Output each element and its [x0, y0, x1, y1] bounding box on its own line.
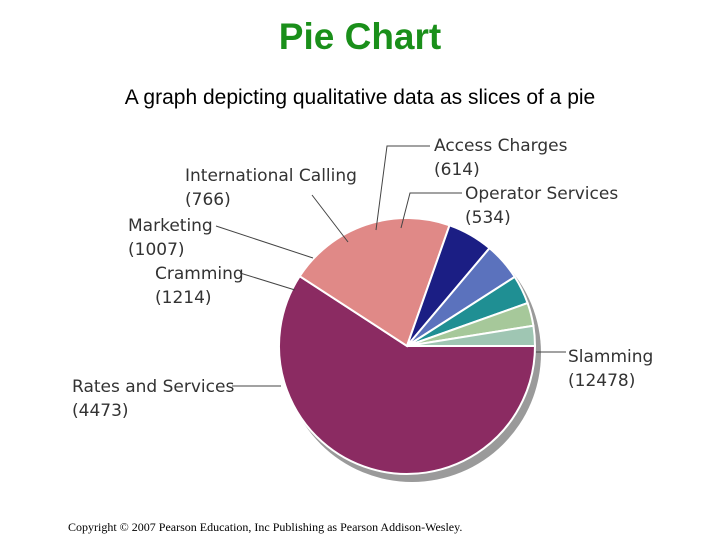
slice-value-slamming: (12478) [568, 371, 635, 391]
slice-label-access-charges: Access Charges [434, 136, 568, 156]
leader-line-access-charges [375, 145, 430, 231]
slice-label-slamming: Slamming [568, 347, 653, 367]
copyright-notice: Copyright © 2007 Pearson Education, Inc … [68, 520, 463, 534]
pie-slice-rates-and-services [298, 217, 451, 348]
slice-value-cramming: (1214) [155, 288, 212, 308]
slice-value-marketing: (1007) [128, 240, 185, 260]
slice-value-rates-and-services: (4473) [72, 401, 129, 421]
page-subtitle: A graph depicting qualitative data as sl… [124, 86, 596, 109]
slice-label-rates-and-services: Rates and Services [72, 377, 234, 397]
slice-value-international-calling: (766) [185, 190, 231, 210]
slice-label-cramming: Cramming [155, 264, 244, 284]
page-title: Pie Chart [278, 16, 442, 57]
leader-line-marketing [215, 225, 314, 259]
slice-value-operator-services: (534) [465, 208, 511, 228]
pie-slice-operator-services [406, 324, 537, 347]
leader-line-cramming [239, 272, 296, 291]
leader-line-operator-services [400, 192, 462, 229]
slice-value-access-charges: (614) [434, 160, 480, 180]
slice-label-international-calling: International Calling [185, 166, 357, 186]
leader-line-international-calling [311, 194, 349, 243]
slice-label-operator-services: Operator Services [465, 184, 618, 204]
pie-slice-slamming [278, 274, 537, 475]
slice-label-marketing: Marketing [128, 216, 213, 236]
